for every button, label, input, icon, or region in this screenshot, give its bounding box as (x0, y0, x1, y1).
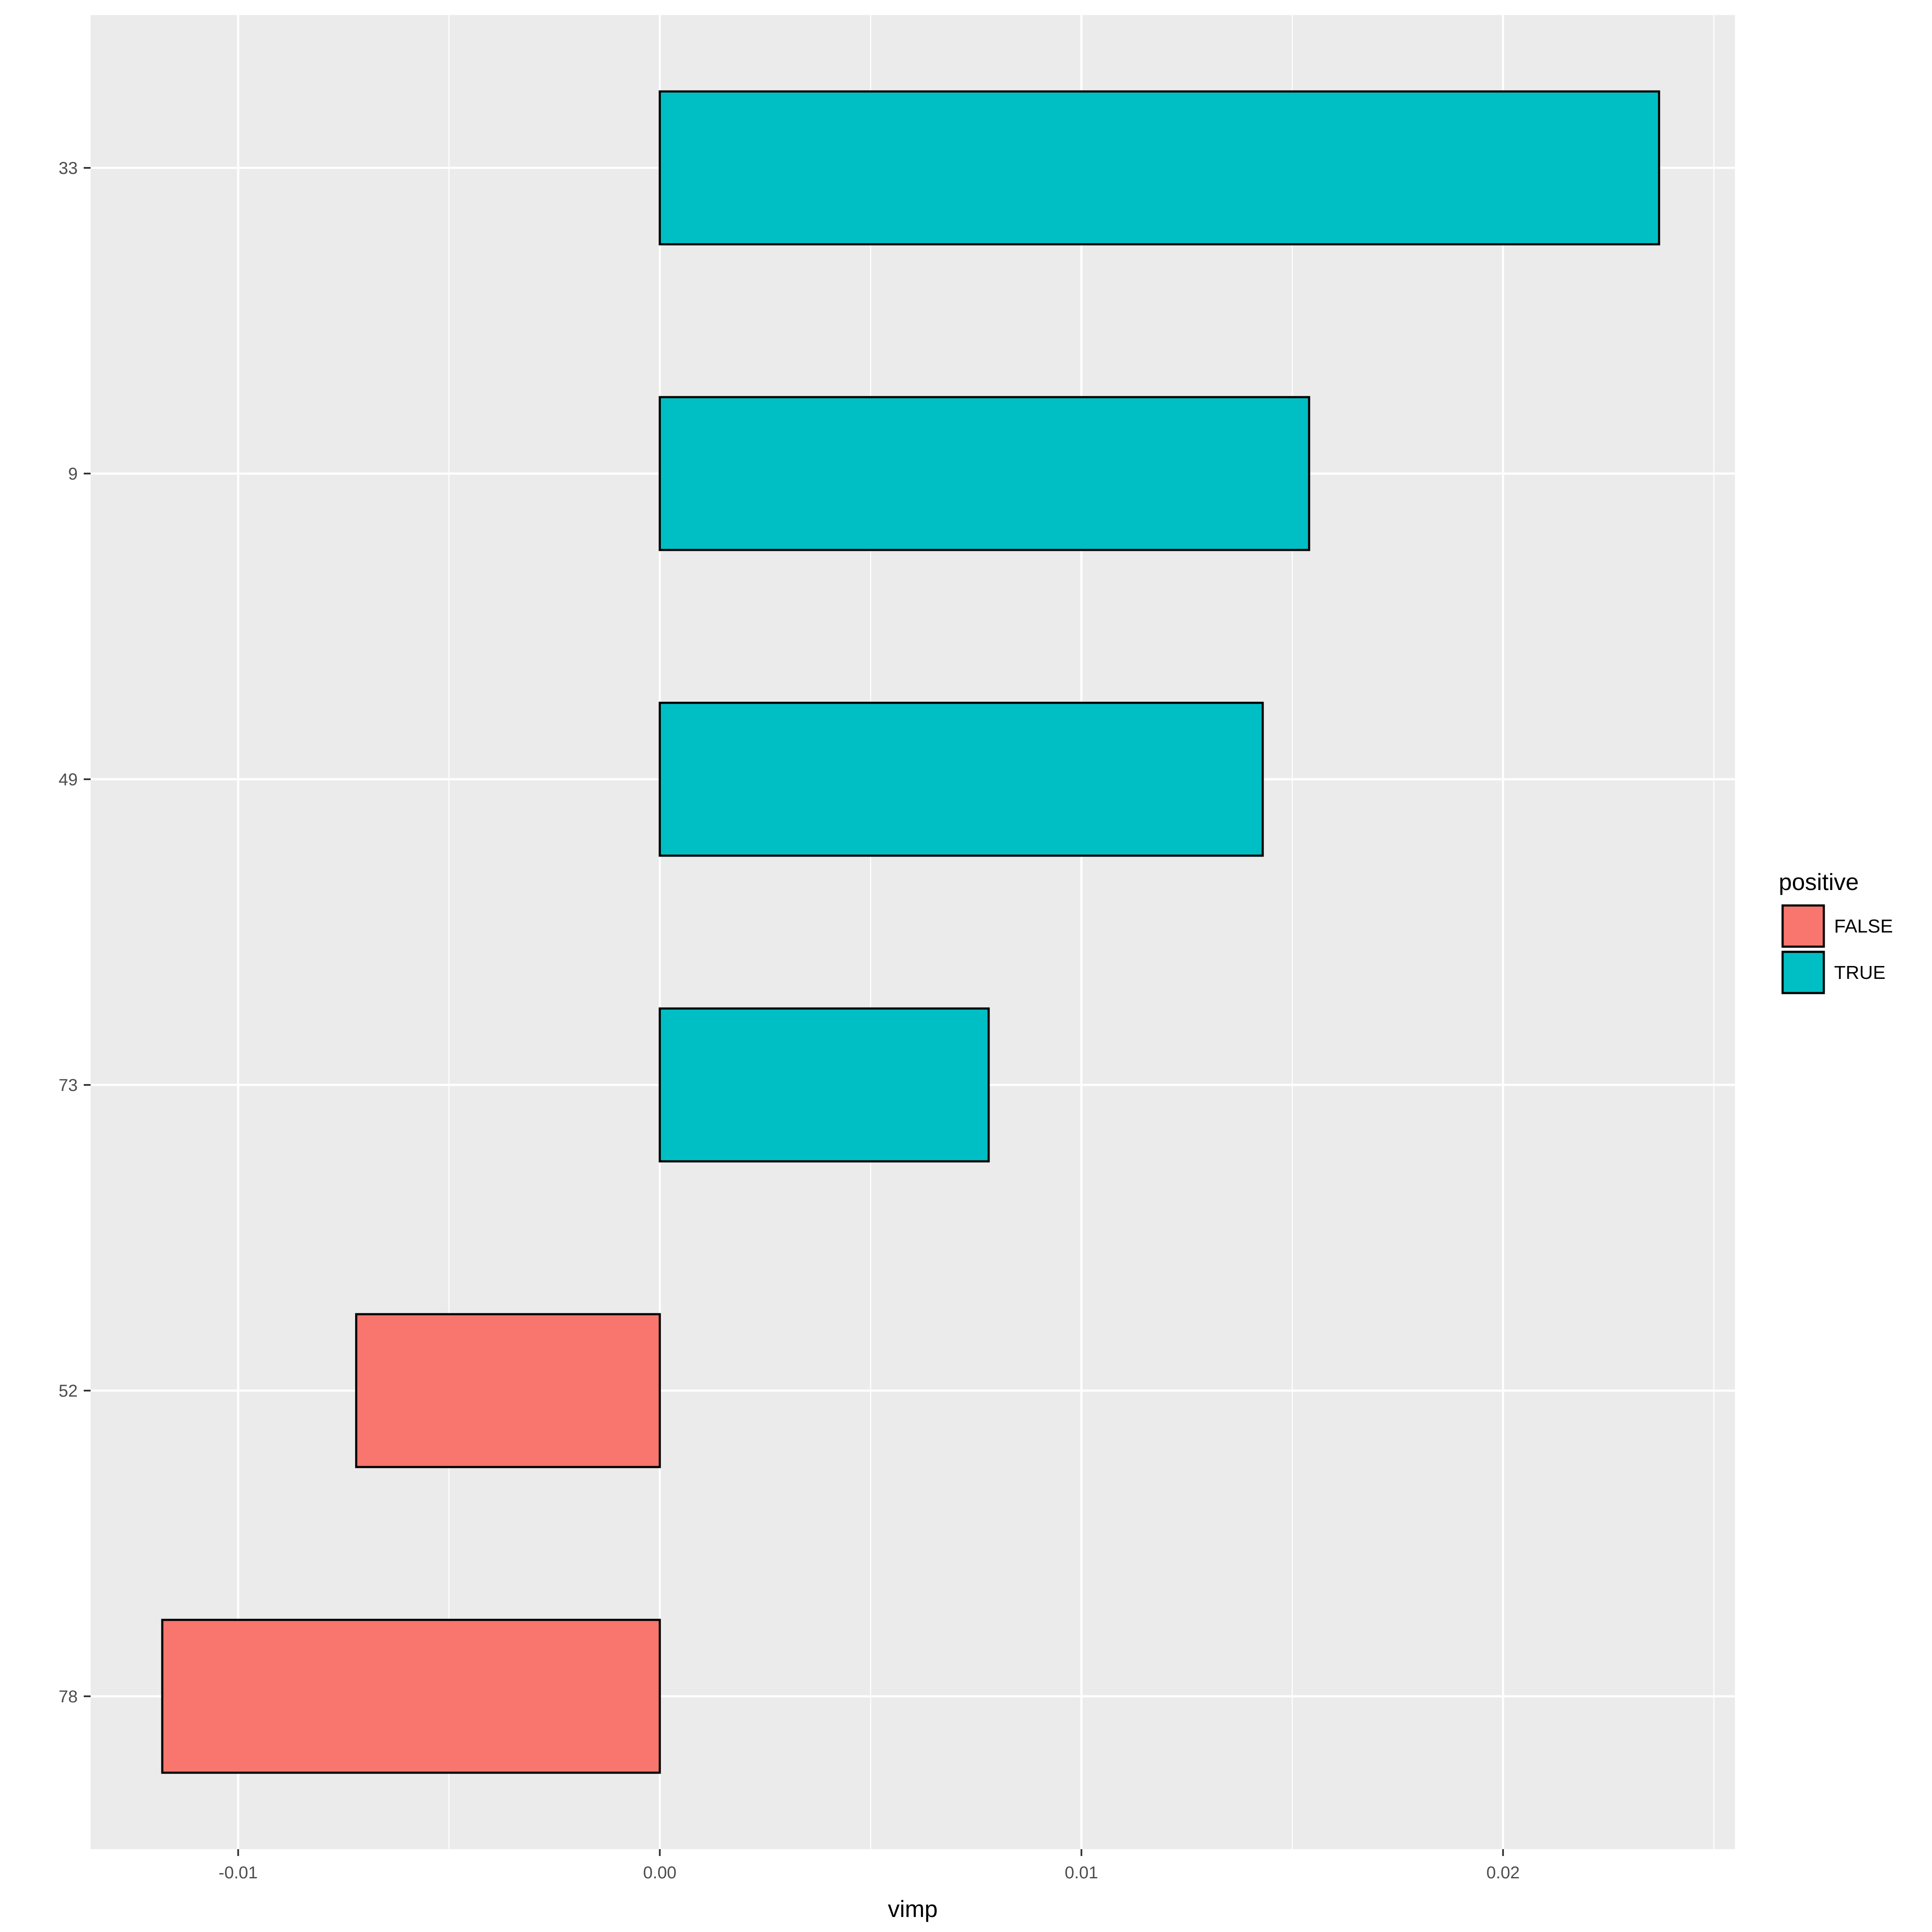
legend-label: TRUE (1834, 962, 1886, 983)
legend-key-true (1781, 951, 1825, 994)
x-tick-label: -0.01 (219, 1863, 258, 1882)
legend-key-false (1781, 904, 1825, 948)
x-tick-label: 0.00 (643, 1863, 677, 1882)
legend-title: positive (1779, 869, 1859, 895)
y-tick-label: 78 (59, 1687, 78, 1706)
y-tick-label: 52 (59, 1382, 78, 1400)
bar-33 (659, 90, 1660, 246)
y-tick-label: 9 (68, 465, 78, 483)
bar-73 (659, 1007, 990, 1163)
x-tick-label: 0.01 (1065, 1863, 1098, 1882)
bars (161, 90, 1660, 1774)
bar-78 (161, 1619, 661, 1774)
grid (91, 15, 1735, 1849)
plot-panel (91, 15, 1735, 1849)
y-tick-label: 73 (59, 1076, 78, 1095)
y-tick-label: 49 (59, 770, 78, 789)
x-tick-label: 0.02 (1486, 1863, 1520, 1882)
y-tick-label: 33 (59, 159, 78, 178)
legend: positive FALSE TRUE (1779, 869, 1893, 994)
axes: 33 9 49 73 52 78 -0.01 0.00 0.01 0.02 (59, 159, 1520, 1882)
bar-52 (355, 1313, 661, 1468)
bar-9 (659, 396, 1310, 551)
x-axis-title: vimp (888, 1896, 938, 1922)
legend-label: FALSE (1834, 916, 1893, 937)
bar-49 (659, 702, 1264, 857)
